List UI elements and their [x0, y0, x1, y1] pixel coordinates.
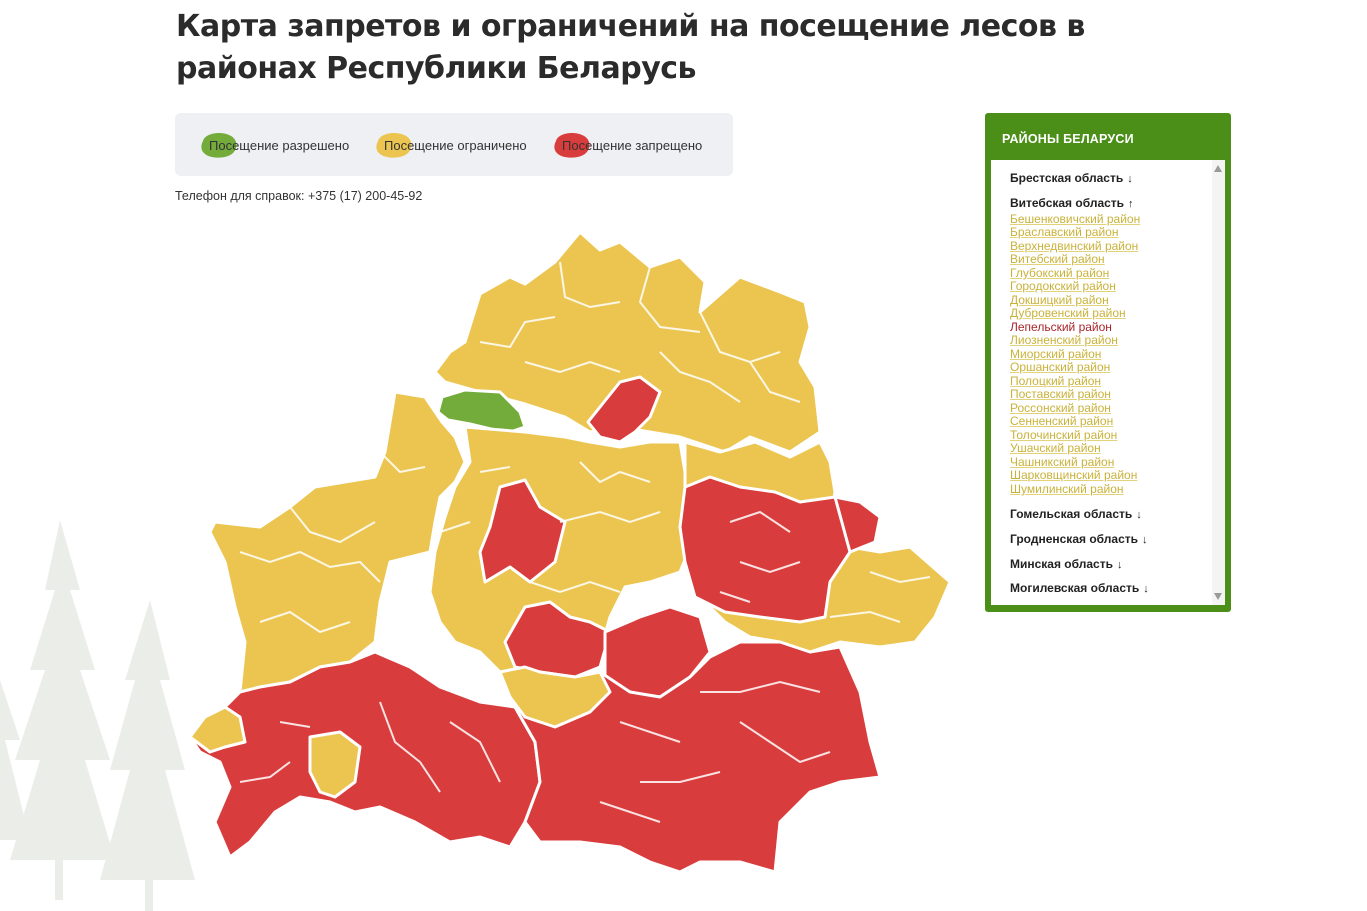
region-label: Витебская область: [1010, 196, 1125, 210]
district-link[interactable]: Дубровенский район: [1010, 306, 1126, 320]
region-gomel[interactable]: Гомельская область ↓: [1010, 507, 1142, 521]
legend-label-restricted: Посещение ограничено: [384, 137, 527, 153]
legend-label-prohibited: Посещение запрещено: [562, 137, 703, 153]
district-link[interactable]: Миорский район: [1010, 347, 1102, 361]
map-district[interactable]: [503, 600, 612, 679]
map-legend: Посещение разрешено Посещение ограничено…: [175, 113, 733, 176]
district-link[interactable]: Толочинский район: [1010, 428, 1118, 442]
region-grodno[interactable]: Гродненская область ↓: [1010, 532, 1148, 546]
phone-number-link[interactable]: +375 (17) 200-45-92: [307, 189, 423, 203]
region-mogilev[interactable]: Могилевская область ↓: [1010, 581, 1149, 595]
map-district[interactable]: [188, 705, 247, 754]
map-district[interactable]: [513, 640, 882, 874]
map-district-borders: [479, 261, 801, 403]
district-link[interactable]: Шарковщинский район: [1010, 468, 1138, 482]
district-link[interactable]: Глубокский район: [1010, 266, 1110, 280]
region-label: Могилевская область: [1010, 581, 1140, 595]
phone-label: Телефон для справок:: [175, 189, 305, 203]
region-brest[interactable]: Брестская область ↓: [1010, 171, 1133, 185]
districts-panel-title: РАЙОНЫ БЕЛАРУСИ: [1002, 132, 1134, 146]
legend-item-allowed: Посещение разрешено: [199, 131, 349, 159]
district-link[interactable]: Витебский район: [1010, 252, 1105, 266]
arrow-up-icon: ↑: [1128, 198, 1134, 210]
district-link[interactable]: Докшицкий район: [1010, 293, 1109, 307]
region-label: Гродненская область: [1010, 532, 1138, 546]
arrow-down-icon: ↓: [1143, 583, 1149, 595]
map-district[interactable]: [833, 495, 882, 554]
map-district[interactable]: [188, 650, 542, 859]
map-district[interactable]: [498, 665, 612, 729]
map-district-borders: [599, 680, 831, 823]
district-link[interactable]: Лиозненский район: [1010, 333, 1118, 347]
district-link[interactable]: Оршанский район: [1010, 360, 1111, 374]
districts-scrollbar[interactable]: [1212, 160, 1225, 605]
background-trees-illustration: [0, 520, 195, 911]
arrow-down-icon: ↓: [1127, 173, 1133, 185]
legend-label-allowed: Посещение разрешено: [209, 137, 350, 153]
map-district-borders: [239, 451, 426, 634]
map-district[interactable]: [678, 475, 852, 624]
district-link[interactable]: Россонский район: [1010, 401, 1111, 415]
district-link[interactable]: Шумилинский район: [1010, 482, 1124, 496]
district-link[interactable]: Сенненский район: [1010, 414, 1114, 428]
map-district-borders: [439, 461, 661, 594]
region-minsk[interactable]: Минская область ↓: [1010, 557, 1122, 571]
district-link[interactable]: Городокский район: [1010, 279, 1116, 293]
district-link[interactable]: Бешенковичский район: [1010, 212, 1141, 226]
legend-item-prohibited: Посещение запрещено: [552, 131, 702, 159]
scroll-down-icon[interactable]: [1214, 593, 1222, 600]
districts-panel: РАЙОНЫ БЕЛАРУСИ Брестская область ↓ Витеб…: [985, 113, 1231, 612]
region-label: Брестская область: [1010, 171, 1124, 185]
region-label: Минская область: [1010, 557, 1113, 571]
map-district[interactable]: [436, 388, 527, 434]
map-district[interactable]: [308, 730, 362, 799]
arrow-down-icon: ↓: [1136, 509, 1142, 521]
green-blob-icon: [201, 133, 237, 158]
district-link[interactable]: Верхнедвинский район: [1010, 239, 1139, 253]
arrow-down-icon: ↓: [1116, 559, 1123, 571]
map-district[interactable]: [586, 375, 662, 444]
map-district[interactable]: [433, 230, 822, 454]
map-district-borders: [239, 701, 501, 793]
district-link[interactable]: Браславский район: [1010, 225, 1119, 239]
districts-list[interactable]: Брестская область ↓ Витебская область ↑ Бе…: [991, 160, 1225, 605]
region-label: Гомельская область: [1010, 507, 1133, 521]
belarus-district-map[interactable]: [180, 222, 960, 902]
district-link[interactable]: Поставский район: [1010, 387, 1111, 401]
district-link[interactable]: Лепельский район: [1010, 320, 1112, 334]
region-vitebsk[interactable]: Витебская область ↑: [1010, 196, 1134, 210]
legend-item-restricted: Посещение ограничено: [374, 131, 527, 159]
red-blob-icon: [554, 133, 590, 158]
map-district-borders: [719, 510, 931, 623]
district-link[interactable]: Ушачский район: [1010, 441, 1101, 455]
arrow-down-icon: ↓: [1142, 534, 1148, 546]
page-title: Карта запретов и ограничений на посещени…: [176, 9, 1085, 86]
district-link[interactable]: Чашникский район: [1010, 455, 1115, 469]
phone-info: Телефон для справок: +375 (17) 200-45-92: [175, 189, 422, 203]
yellow-blob-icon: [376, 133, 412, 158]
district-link[interactable]: Полоцкий район: [1010, 374, 1102, 388]
scroll-up-icon[interactable]: [1214, 165, 1222, 172]
